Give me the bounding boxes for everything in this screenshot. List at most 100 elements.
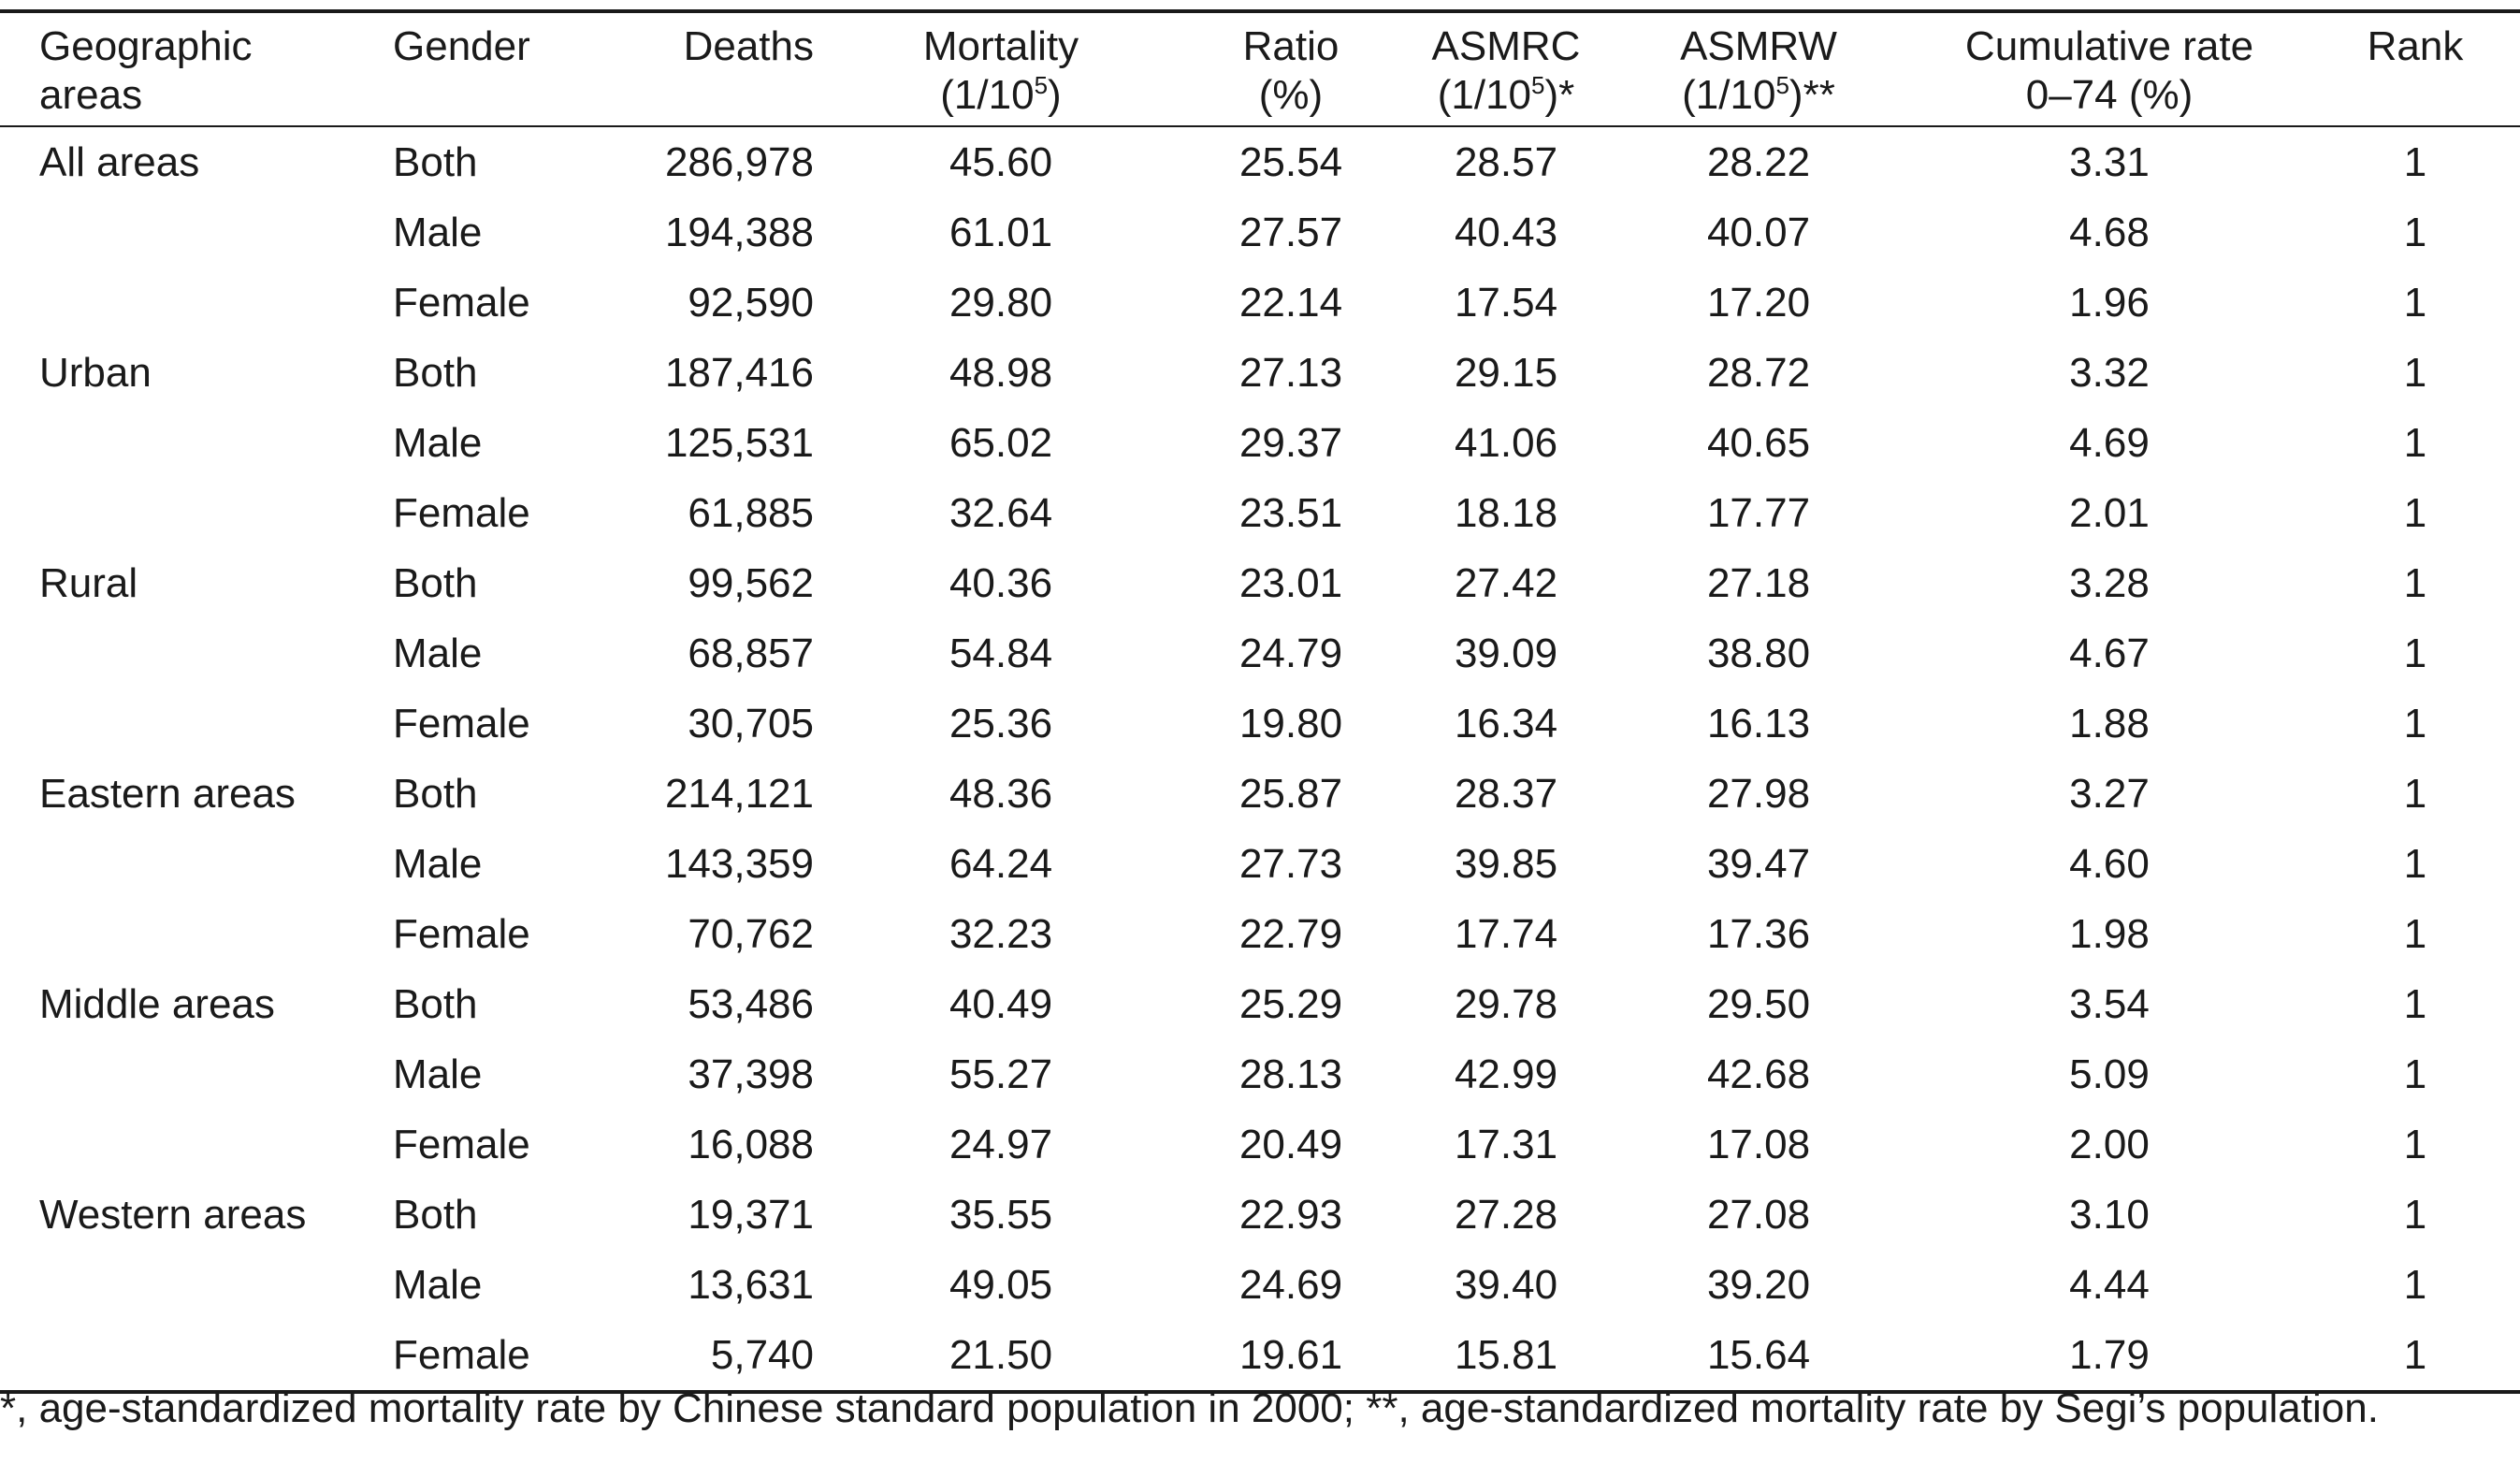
table-row: Male 194,388 61.01 27.57 40.43 40.07 4.68 1 [0,197,2520,268]
cell-asmrw: 27.18 [1706,560,1811,606]
cell-deaths: 61,885 [688,490,814,536]
table-row: Female 92,590 29.80 22.14 17.54 17.20 1.96 1 [0,268,2520,338]
cell-asmrc: 39.40 [1454,1262,1558,1308]
cell-area [0,197,393,268]
cell-mortality: 25.36 [949,701,1053,746]
cell-gender: Male [393,1051,483,1097]
cell-deaths: 92,590 [688,280,814,326]
cell-area: Middle areas [39,981,275,1027]
cell-rank: 1 [2403,1122,2427,1167]
cell-mortality: 29.80 [949,280,1053,326]
cell-ratio: 23.51 [1238,490,1343,536]
cell-rank: 1 [2403,560,2427,606]
cell-asmrc: 17.54 [1454,280,1558,326]
table-body: All areas Both 286,978 45.60 25.54 28.57 28.22… [0,126,2520,1394]
cell-asmrc: 29.78 [1454,981,1558,1027]
table-row: Male 68,857 54.84 24.79 39.09 38.80 4.67 1 [0,618,2520,688]
cell-gender: Male [393,630,483,676]
cell-asmrc: 15.81 [1403,1320,1609,1394]
cell-deaths: 187,416 [664,350,814,396]
cell-cumulative-rate: 2.01 [2069,490,2150,536]
cell-deaths: 214,121 [664,771,814,817]
cell-asmrc: 27.42 [1454,560,1558,606]
table-row: Eastern areas Both 214,121 48.36 25.87 28.37 2… [0,759,2520,829]
cell-cumulative-rate: 1.98 [2069,911,2150,957]
cell-rank: 1 [2403,771,2427,817]
table-row: Female 16,088 24.97 20.49 17.31 17.08 2.00 1 [0,1109,2520,1180]
cell-asmrw: 42.68 [1706,1051,1811,1097]
cell-rank: 1 [2310,1320,2520,1394]
cell-deaths: 99,562 [688,560,814,606]
cell-cumulative-rate: 4.60 [2069,841,2150,887]
cell-deaths: 19,371 [688,1192,814,1238]
cell-asmrc: 18.18 [1454,490,1558,536]
cell-mortality: 54.84 [949,630,1053,676]
cell-area [0,1250,393,1320]
cell-mortality: 55.27 [949,1051,1053,1097]
cell-asmrc: 39.09 [1454,630,1558,676]
cell-asmrw: 17.08 [1706,1122,1811,1167]
cell-gender: Female [393,280,530,326]
cell-rank: 1 [2403,1051,2427,1097]
cell-asmrw: 17.36 [1706,911,1811,957]
cell-asmrc: 29.15 [1454,350,1558,396]
cell-ratio: 25.29 [1238,981,1343,1027]
cell-area [0,1039,393,1109]
cell-gender: Both [393,139,478,185]
cell-mortality: 48.98 [949,350,1053,396]
cell-cumulative-rate: 5.09 [2069,1051,2150,1097]
cell-mortality: 32.23 [949,911,1053,957]
cell-cumulative-rate: 4.67 [2069,630,2150,676]
cell-area [0,899,393,969]
cell-rank: 1 [2403,701,2427,746]
header-asmrw: ASMRW (1/105)** [1609,9,1908,127]
cell-rank: 1 [2403,210,2427,255]
cell-asmrw: 40.07 [1706,210,1811,255]
cell-area [0,478,393,548]
table-row: Male 13,631 49.05 24.69 39.40 39.20 4.44 1 [0,1250,2520,1320]
cell-ratio: 27.73 [1238,841,1343,887]
cell-cumulative-rate: 1.79 [1908,1320,2310,1394]
cell-area [0,618,393,688]
cell-asmrw: 38.80 [1706,630,1811,676]
cell-cumulative-rate: 1.96 [2069,280,2150,326]
header-rank: Rank [2310,9,2520,127]
header-ratio: Ratio (%) [1179,9,1403,127]
cell-asmrc: 39.85 [1454,841,1558,887]
cell-mortality: 21.50 [823,1320,1179,1394]
table-row: Male 37,398 55.27 28.13 42.99 42.68 5.09 1 [0,1039,2520,1109]
cell-cumulative-rate: 4.69 [2069,420,2150,466]
table-row: Western areas Both 19,371 35.55 22.93 27.28 27… [0,1180,2520,1250]
cell-asmrw: 39.47 [1706,841,1811,887]
cell-asmrw: 16.13 [1706,701,1811,746]
cell-rank: 1 [2403,841,2427,887]
cell-gender: Both [393,560,478,606]
cell-asmrc: 41.06 [1454,420,1558,466]
cell-asmrc: 17.74 [1454,911,1558,957]
cell-area [0,408,393,478]
cell-area [0,829,393,899]
cell-asmrw: 28.72 [1706,350,1811,396]
header-asmrc: ASMRC (1/105)* [1403,9,1609,127]
cell-cumulative-rate: 3.31 [2069,139,2150,185]
header-row: Geographic areas Gender Deaths Mortality(… [0,9,2520,127]
cell-mortality: 48.36 [949,771,1053,817]
cell-area [0,268,393,338]
cell-gender: Female [393,490,530,536]
cell-asmrc: 27.28 [1454,1192,1558,1238]
cell-gender: Male [393,841,483,887]
cell-deaths: 286,978 [664,139,814,185]
cell-ratio: 22.93 [1238,1192,1343,1238]
cell-cumulative-rate: 3.54 [2069,981,2150,1027]
cell-cumulative-rate: 2.00 [2069,1122,2150,1167]
cell-cumulative-rate: 3.10 [2069,1192,2150,1238]
cell-rank: 1 [2403,280,2427,326]
cell-asmrw: 29.50 [1706,981,1811,1027]
cell-rank: 1 [2403,490,2427,536]
cell-rank: 1 [2403,911,2427,957]
cell-mortality: 64.24 [949,841,1053,887]
cell-gender: Both [393,771,478,817]
cell-area: Western areas [39,1192,307,1238]
cell-gender: Female [393,911,530,957]
